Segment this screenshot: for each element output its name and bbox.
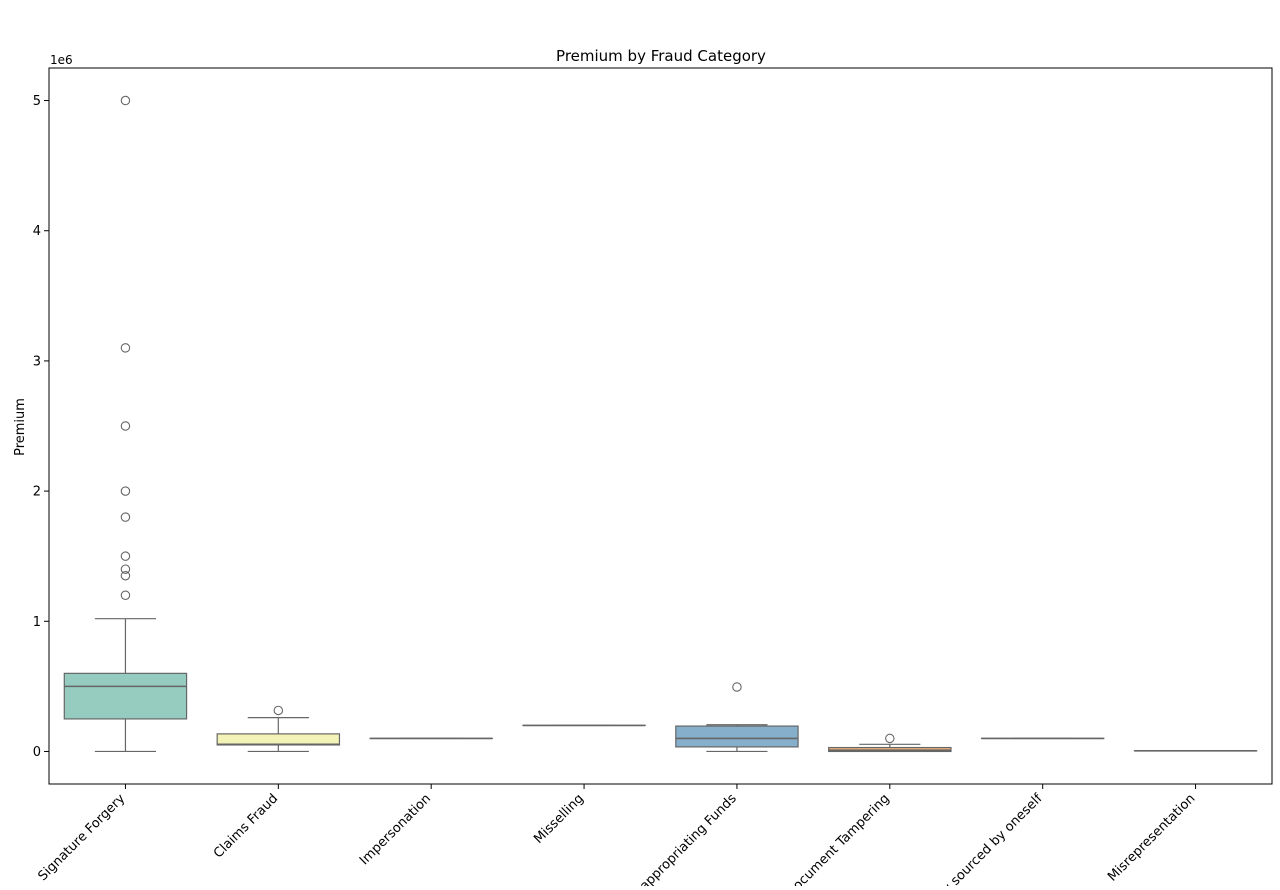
- x-tick-label: Impersonation: [357, 791, 434, 868]
- outlier-point: [121, 552, 129, 560]
- box-group: [217, 706, 339, 751]
- box-iqr: [217, 734, 339, 745]
- outlier-point: [121, 565, 129, 573]
- y-tick-label: 0: [33, 745, 41, 760]
- outlier-point: [733, 683, 741, 691]
- box-group: [676, 683, 798, 752]
- outlier-point: [121, 344, 129, 352]
- x-tick-label: Signature Forgery: [35, 791, 128, 884]
- x-tick-label: Misappropriating Funds: [622, 791, 740, 886]
- outlier-point: [274, 706, 282, 714]
- y-tick-label: 1: [33, 615, 41, 630]
- x-tick-label: Claims Fraud: [211, 791, 281, 861]
- outlier-point: [121, 422, 129, 430]
- box-group: [64, 96, 186, 751]
- chart-title: Premium by Fraud Category: [556, 47, 766, 65]
- x-tick-label: Document Tampering: [783, 791, 892, 886]
- plot-area: [64, 96, 1256, 751]
- outlier-point: [121, 487, 129, 495]
- y-tick-label: 3: [33, 354, 41, 369]
- x-tick-label: Misrepresentation: [1105, 791, 1198, 884]
- x-tick-label: Misselling: [531, 791, 587, 847]
- outlier-point: [121, 96, 129, 104]
- y-tick-label: 2: [33, 485, 41, 500]
- outlier-point: [886, 734, 894, 742]
- axes: 0 1 2 3 4 5 Signature Forgery Claims Fraud Imper…: [33, 68, 1272, 886]
- y-tick-label: 5: [33, 94, 41, 109]
- outlier-point: [121, 513, 129, 521]
- box-iqr: [676, 726, 798, 747]
- x-tick-labels: Signature Forgery Claims Fraud Impersonati…: [35, 791, 1198, 886]
- y-tick-label: 4: [33, 224, 41, 239]
- outlier-point: [121, 591, 129, 599]
- x-tick-label: Policy sourced by oneself: [919, 791, 1046, 886]
- box-iqr: [64, 673, 186, 719]
- box-group: [829, 734, 951, 751]
- plot-frame: [49, 68, 1272, 784]
- y-axis-scale-note: 1e6: [50, 53, 73, 67]
- y-axis-label: Premium: [13, 398, 28, 456]
